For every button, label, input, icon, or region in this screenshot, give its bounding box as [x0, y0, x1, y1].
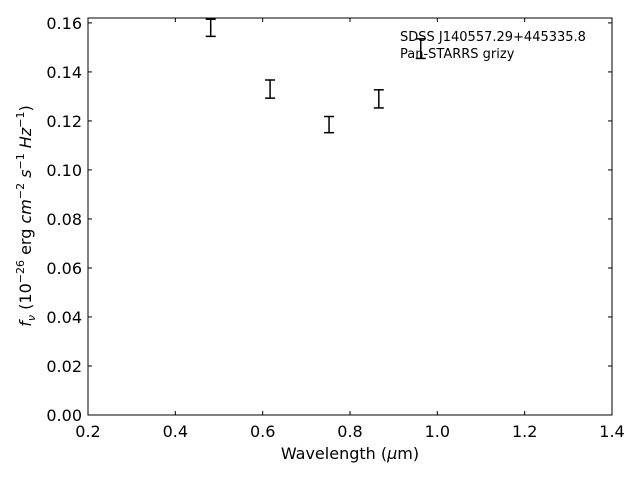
x-tick-label: 0.8: [337, 422, 362, 441]
y-tick-label: 0.12: [46, 112, 82, 131]
axes-frame: [87, 17, 613, 416]
error-bar: [415, 38, 426, 60]
y-tick-label: 0.14: [46, 63, 82, 82]
x-tick-label: 1.0: [425, 422, 450, 441]
x-axis-label: Wavelength (μm): [281, 444, 419, 463]
data-marks: [205, 18, 426, 134]
annotation-survey-name: Pan-STARRS grizy: [400, 47, 515, 62]
x-tick-label: 0.6: [250, 422, 275, 441]
x-axis: 0.2 0.4 0.6 0.8 1.0 1.2 1.4: [75, 18, 625, 441]
y-axis: 0.00 0.02 0.04 0.06 0.08 0.10 0.12 0.14 0.16: [46, 14, 612, 425]
x-tick-label: 1.4: [599, 422, 624, 441]
annotation-object-name: SDSS J140557.29+445335.8: [400, 30, 586, 45]
y-tick-label: 0.10: [46, 161, 82, 180]
y-tick-label: 0.02: [46, 357, 82, 376]
y-tick-label: 0.00: [46, 406, 82, 425]
y-tick-label: 0.04: [46, 308, 82, 327]
y-tick-label: 0.06: [46, 259, 82, 278]
y-tick-label: 0.08: [46, 210, 82, 229]
y-tick-label: 0.16: [46, 14, 82, 33]
y-axis-label: fν (10−26 erg cm−2 s−1 Hz−1): [14, 105, 38, 326]
error-bar: [205, 18, 216, 38]
error-bar: [265, 79, 276, 99]
x-tick-label: 0.4: [163, 422, 188, 441]
error-bar: [373, 89, 384, 109]
x-tick-label: 0.2: [75, 422, 100, 441]
x-tick-label: 1.2: [512, 422, 537, 441]
error-bar: [324, 115, 335, 134]
